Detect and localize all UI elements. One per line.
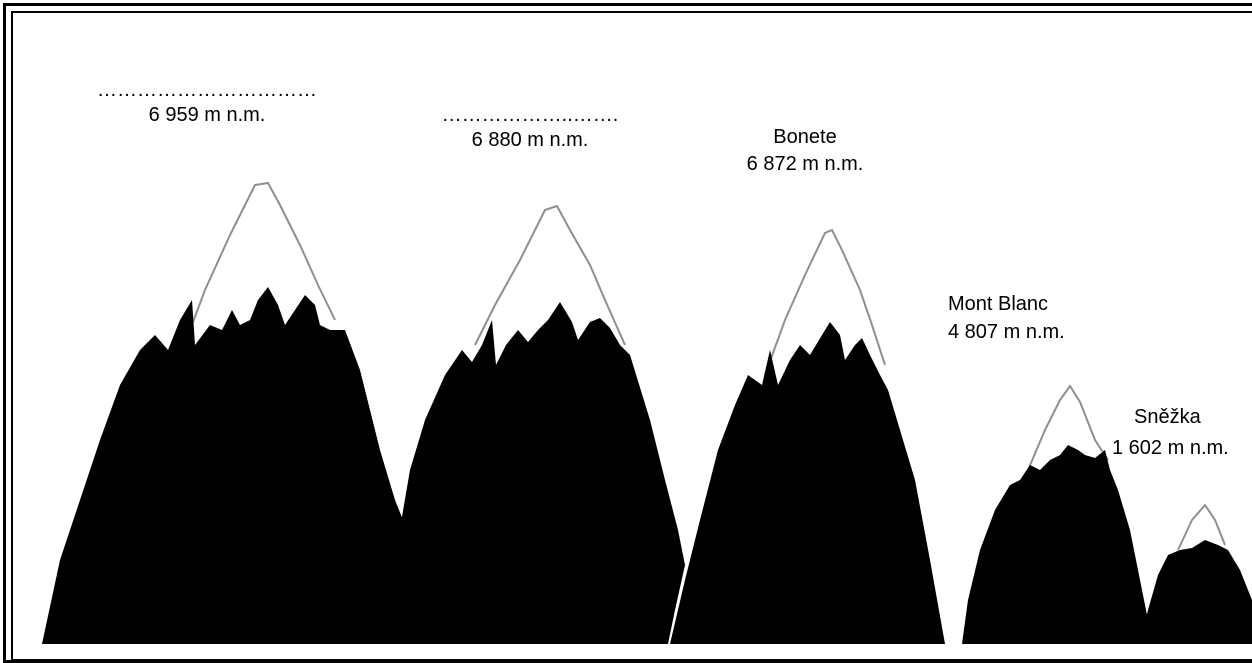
peak-5-elevation: 1 602 m n.m. bbox=[1112, 437, 1229, 459]
mountain-4-rock bbox=[962, 445, 1148, 644]
peak-1-name-blank: …………………………… bbox=[97, 79, 317, 101]
mountain-2 bbox=[370, 204, 685, 644]
mountain-1 bbox=[42, 181, 405, 644]
mountain-5-rock bbox=[1140, 540, 1252, 644]
peak-5-name: Sněžka bbox=[1134, 406, 1201, 428]
mountain-4 bbox=[962, 384, 1148, 644]
peak-3-name: Bonete bbox=[773, 126, 837, 148]
mountain-3 bbox=[670, 228, 945, 644]
mountain-3-rock bbox=[670, 322, 945, 644]
peak-2-name-blank: ………………..……. bbox=[441, 104, 619, 126]
peak-4-name: Mont Blanc bbox=[948, 293, 1049, 315]
peak-4-elevation: 4 807 m n.m. bbox=[948, 321, 1065, 343]
mountain-2-snowcap bbox=[474, 204, 626, 346]
mountain-3-snowcap bbox=[764, 228, 886, 376]
peak-1-elevation: 6 959 m n.m. bbox=[148, 104, 266, 126]
mountain-2-rock bbox=[370, 302, 685, 644]
mountain-4-snowcap bbox=[1027, 384, 1109, 471]
mountain-5 bbox=[1140, 503, 1252, 644]
mountain-1-snowcap bbox=[189, 181, 336, 331]
peak-3-elevation: 6 872 m n.m. bbox=[746, 153, 864, 175]
mountain-5-snowcap bbox=[1177, 503, 1226, 551]
mountain-1-rock bbox=[42, 287, 405, 644]
peak-2-elevation: 6 880 m n.m. bbox=[471, 129, 589, 151]
mountains-illustration bbox=[42, 181, 1252, 644]
